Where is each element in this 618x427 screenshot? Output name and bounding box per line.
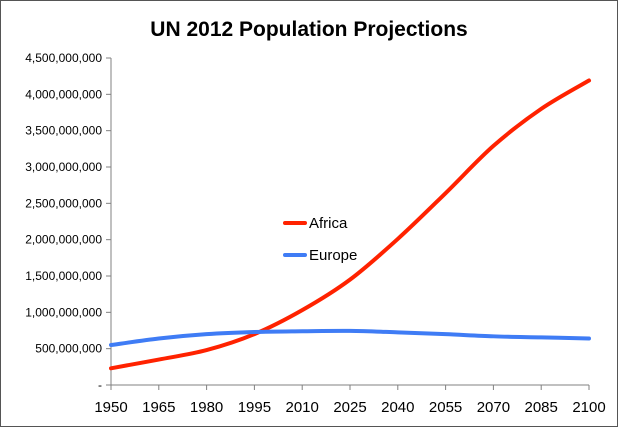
y-tick-label: 1,500,000,000 bbox=[25, 269, 102, 283]
legend-label-europe: Europe bbox=[309, 247, 357, 264]
x-tick-label: 1950 bbox=[94, 399, 127, 416]
y-tick-label: 500,000,000 bbox=[35, 342, 102, 356]
x-tick-label: 2100 bbox=[572, 399, 605, 416]
x-tick-label: 2085 bbox=[525, 399, 558, 416]
y-tick-label: - bbox=[98, 378, 102, 392]
x-tick-label: 1980 bbox=[190, 399, 223, 416]
chart-title: UN 2012 Population Projections bbox=[150, 18, 467, 41]
y-tick-label: 3,000,000,000 bbox=[25, 160, 102, 174]
y-tick-label: 1,000,000,000 bbox=[25, 305, 102, 319]
x-tick-label: 2055 bbox=[429, 399, 462, 416]
y-tick-label: 2,000,000,000 bbox=[25, 233, 102, 247]
x-tick-label: 1965 bbox=[142, 399, 175, 416]
series-layer bbox=[109, 78, 591, 371]
x-tick-label: 1995 bbox=[238, 399, 271, 416]
legend: Africa Europe bbox=[283, 215, 357, 264]
y-axis: - 500,000,000 1,000,000,000 1,500,000,000 2,… bbox=[25, 51, 112, 392]
x-tick-label: 2070 bbox=[477, 399, 510, 416]
y-tick-label: 2,500,000,000 bbox=[25, 196, 102, 210]
x-tick-label: 2040 bbox=[381, 399, 414, 416]
y-tick-label: 4,500,000,000 bbox=[25, 51, 102, 65]
legend-label-africa: Africa bbox=[309, 215, 348, 232]
series-line-africa bbox=[109, 78, 591, 371]
x-tick-label: 2010 bbox=[286, 399, 319, 416]
y-tick-label: 4,000,000,000 bbox=[25, 87, 102, 101]
series-line-europe bbox=[109, 328, 591, 348]
x-axis: 1950 1965 1980 1995 2010 2025 2040 2055 2070 2085… bbox=[94, 384, 606, 416]
x-tick-label: 2025 bbox=[333, 399, 366, 416]
y-tick-label: 3,500,000,000 bbox=[25, 124, 102, 138]
